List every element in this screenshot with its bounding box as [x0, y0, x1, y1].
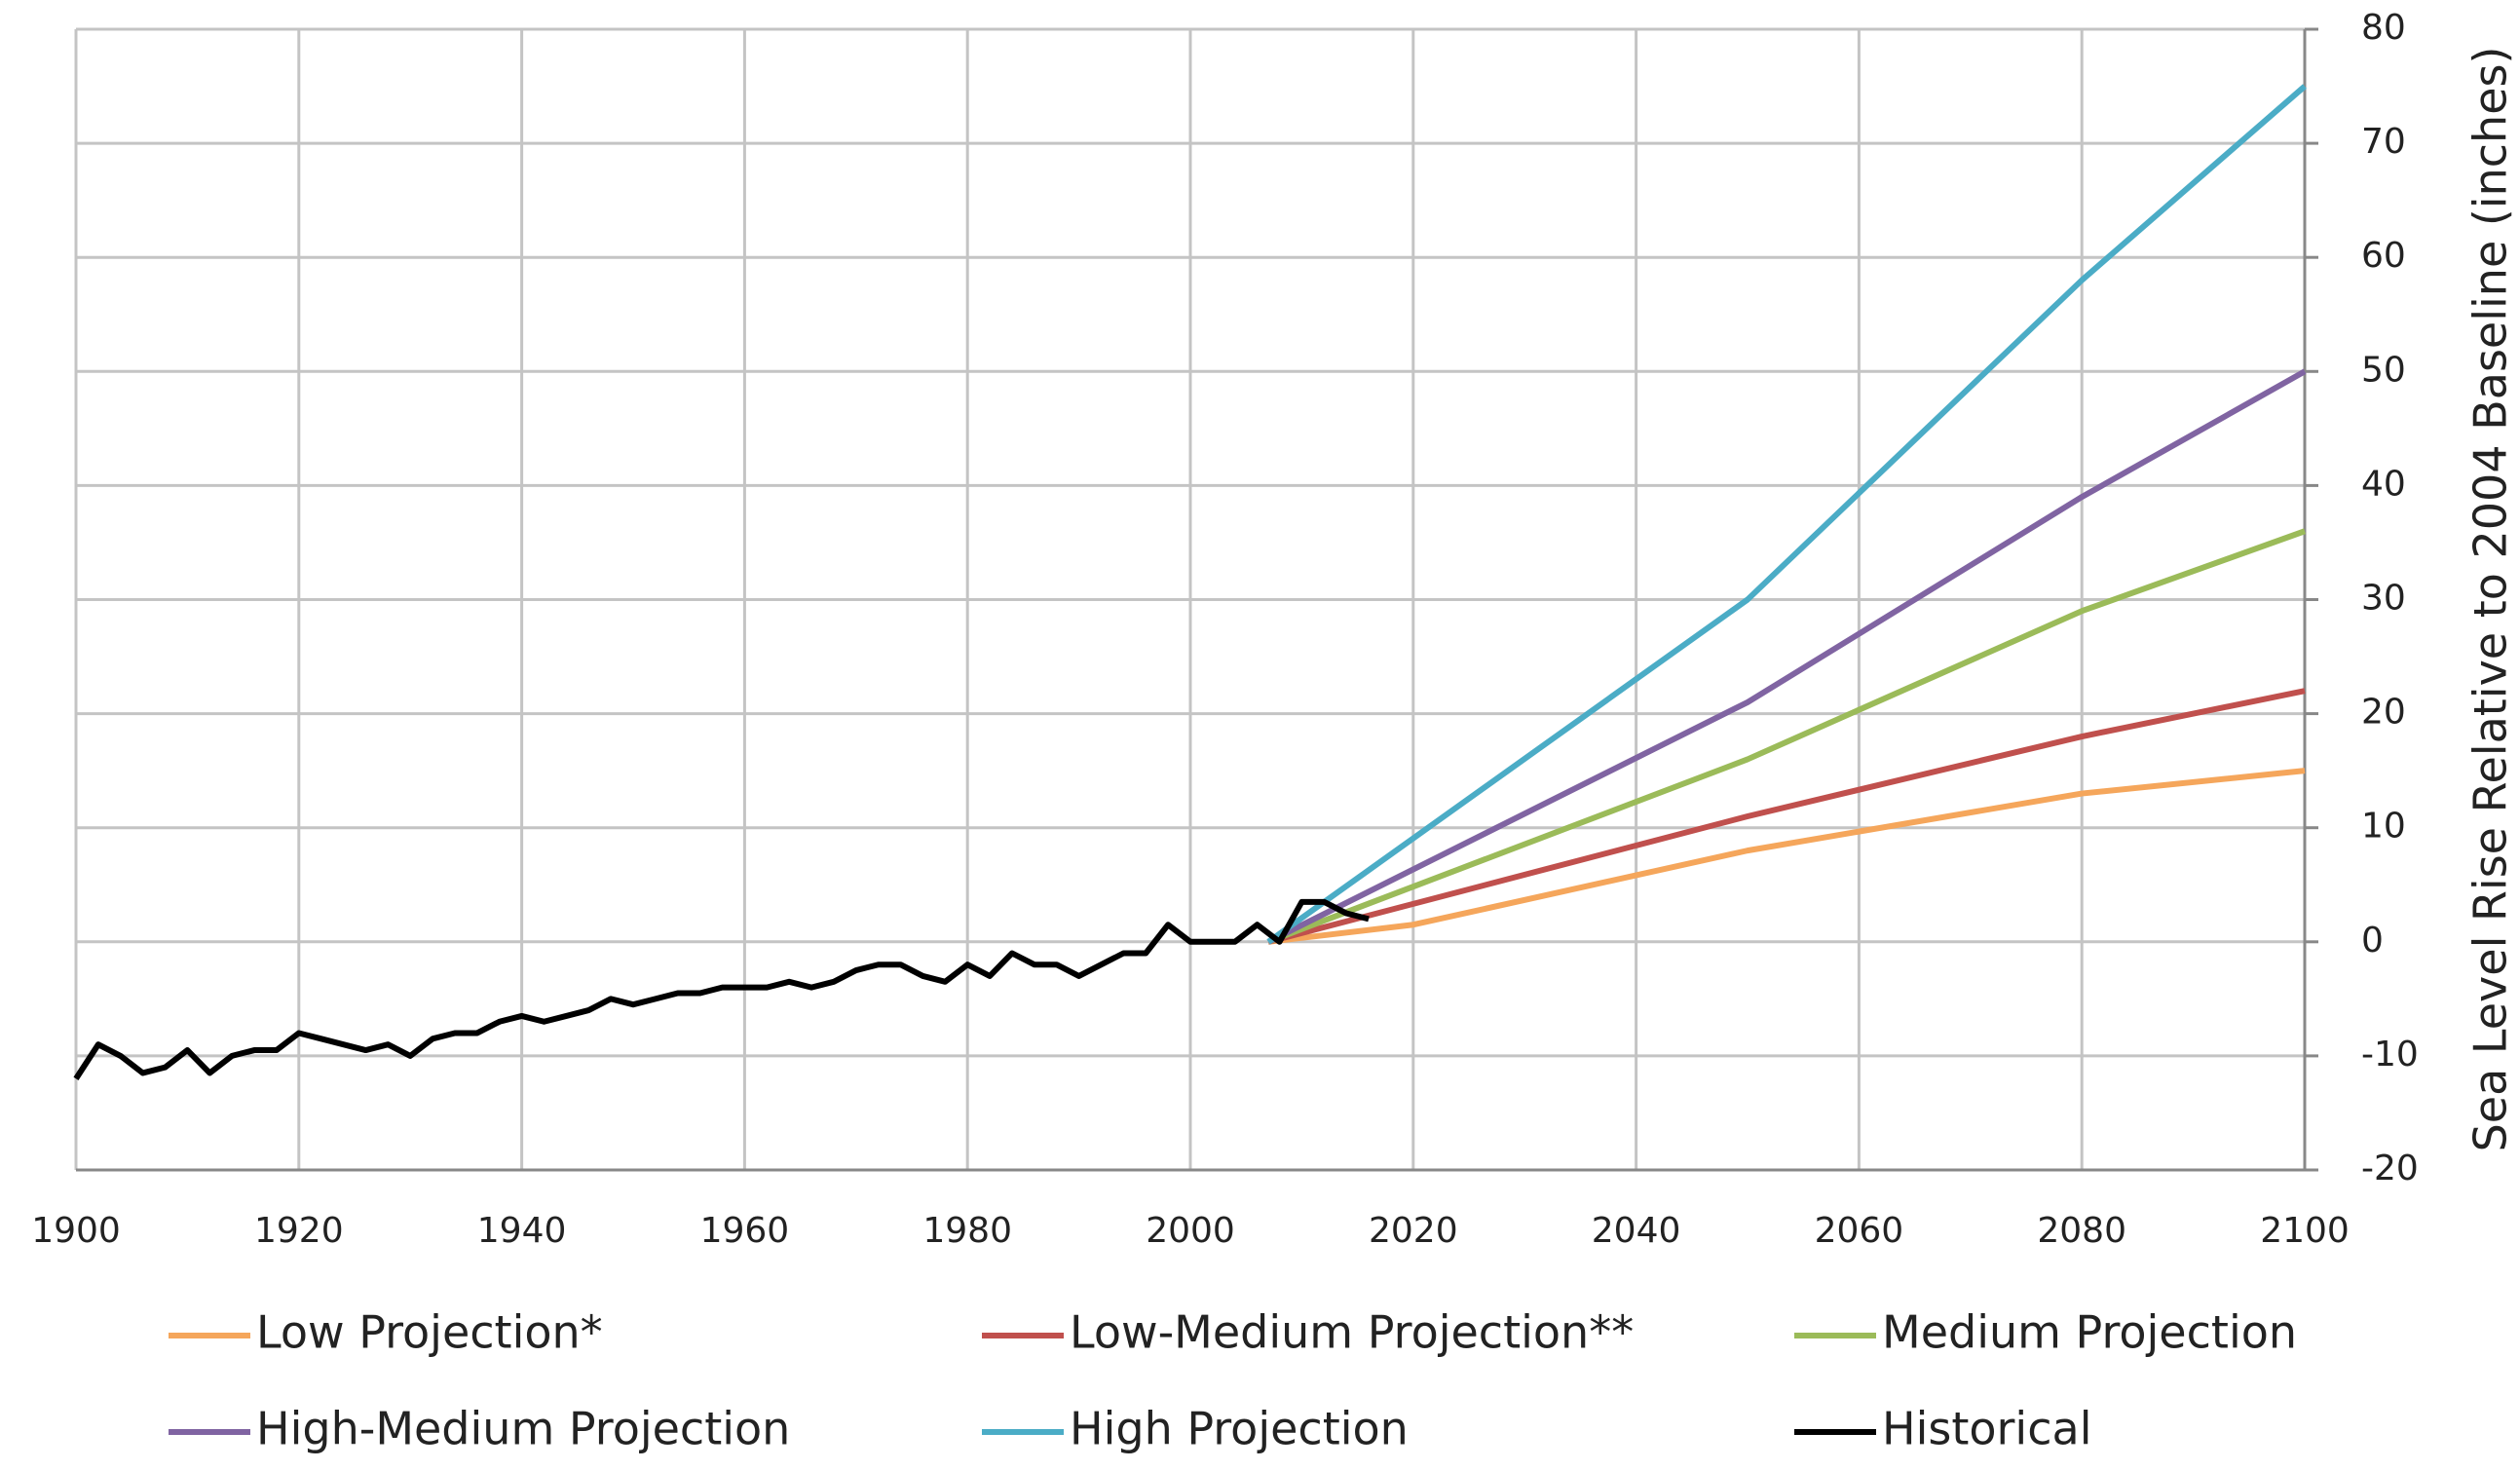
y-tick-label: 50: [2361, 350, 2406, 390]
x-tick-label: 2100: [2260, 1211, 2350, 1251]
x-tick-label: 2060: [1815, 1211, 1904, 1251]
legend-label: High-Medium Projection: [256, 1403, 790, 1455]
series-line: [1267, 528, 2307, 945]
series-line: [1267, 688, 2306, 945]
series-line: [1266, 368, 2307, 945]
y-tick-label: -20: [2361, 1149, 2419, 1188]
legend-label: Medium Projection: [1882, 1306, 2297, 1359]
y-tick-label: -10: [2361, 1035, 2419, 1074]
x-tick-label: 2080: [2037, 1211, 2126, 1251]
legend-label: Low Projection*: [256, 1306, 603, 1359]
y-tick-label: 40: [2361, 464, 2406, 504]
x-tick-label: 1940: [477, 1211, 567, 1251]
y-tick-label: 10: [2361, 807, 2406, 847]
x-tick-label: 1900: [31, 1211, 121, 1251]
x-tick-label: 2040: [1592, 1211, 1681, 1251]
legend-label: Low-Medium Projection**: [1070, 1306, 1634, 1359]
y-tick-label: 30: [2361, 579, 2406, 619]
x-tick-label: 1980: [922, 1211, 1012, 1251]
series-line: [73, 898, 1370, 1080]
y-tick-label: 80: [2361, 8, 2406, 48]
legend-label: High Projection: [1070, 1403, 1409, 1455]
x-tick-label: 2020: [1369, 1211, 1458, 1251]
y-tick-label: 0: [2361, 921, 2384, 961]
series-line: [1267, 768, 2306, 945]
y-tick-label: 70: [2361, 122, 2406, 162]
x-tick-label: 2000: [1146, 1211, 1235, 1251]
y-tick-label: 20: [2361, 693, 2406, 733]
y-axis-label: Sea Level Rise Relative to 2004 Baseline…: [2464, 47, 2517, 1152]
legend-label: Historical: [1882, 1403, 2091, 1455]
series-line: [1266, 84, 2307, 945]
x-tick-label: 1960: [700, 1211, 790, 1251]
y-tick-label: 60: [2361, 236, 2406, 276]
x-tick-label: 1920: [254, 1211, 344, 1251]
